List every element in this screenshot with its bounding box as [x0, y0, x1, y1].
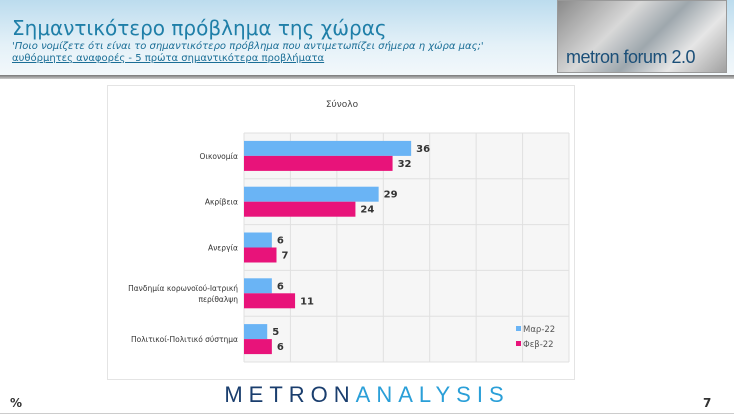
data-label: 6	[277, 236, 284, 247]
unit-label: %	[10, 396, 23, 410]
bar-1	[244, 247, 277, 263]
logo-part-light: ANALYSIS	[355, 382, 510, 407]
category-label: Πανδημία κορωνοϊού-Ιατρική	[128, 284, 238, 293]
category-label: περίθαλψη	[198, 295, 238, 304]
category-label: Ανεργία	[208, 244, 238, 253]
footer-divider	[0, 413, 734, 414]
bar-0	[244, 140, 412, 156]
bar-1	[244, 293, 296, 309]
page-title: Σημαντικότερο πρόβλημα της χώρας	[12, 16, 387, 40]
data-label: 6	[277, 342, 284, 353]
bar-0	[244, 232, 272, 248]
bar-chart: Σύνολο Οικονομία 36 32 Ακρίβεια 29 24 Ανεργία 6 7…	[128, 99, 570, 363]
header-divider	[0, 75, 734, 79]
data-label: 29	[384, 190, 398, 201]
logo-part-bold: METRON	[224, 382, 356, 407]
page-number: 7	[703, 396, 712, 410]
category-label: Οικονομία	[200, 152, 239, 161]
category-label: Πολιτικοί-Πολιτικό σύστημα	[131, 335, 238, 344]
survey-note: αυθόρμητες αναφορές - 5 πρώτα σημαντικότ…	[12, 53, 325, 64]
chart-container: Σύνολο Οικονομία 36 32 Ακρίβεια 29 24 Ανεργία 6 7…	[107, 85, 575, 380]
metron-analysis-logo: METRONANALYSIS	[0, 382, 734, 408]
legend-label: Μαρ-22	[523, 325, 555, 335]
legend-label: Φεβ-22	[523, 340, 554, 350]
legend-swatch	[516, 341, 521, 346]
data-label: 6	[277, 281, 284, 292]
data-label: 5	[272, 327, 279, 338]
forum-logo-image: metron forum 2.0	[557, 0, 727, 73]
category-label: Ακρίβεια	[205, 198, 238, 207]
legend-swatch	[516, 326, 521, 331]
plot-area	[244, 133, 569, 362]
data-label: 24	[360, 205, 374, 216]
survey-question: 'Ποιο νομίζετε ότι είναι το σημαντικότερ…	[12, 41, 484, 52]
bar-0	[244, 324, 268, 340]
forum-logo-text: metron forum 2.0	[566, 47, 696, 67]
data-label: 36	[416, 144, 430, 155]
bar-1	[244, 155, 393, 171]
bar-1	[244, 201, 356, 217]
data-label: 11	[300, 296, 314, 307]
data-label: 7	[282, 251, 289, 262]
chart-title: Σύνολο	[326, 99, 359, 110]
bar-1	[244, 339, 272, 355]
data-label: 32	[398, 159, 412, 170]
bar-0	[244, 278, 272, 294]
bar-0	[244, 186, 379, 202]
